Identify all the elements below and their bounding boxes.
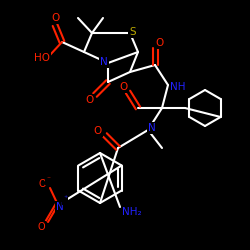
Text: O: O (51, 13, 59, 23)
Text: ⁻: ⁻ (46, 174, 50, 184)
Text: HO: HO (34, 53, 50, 63)
Text: NH: NH (170, 82, 186, 92)
Text: O: O (37, 222, 45, 232)
Text: ⁺: ⁺ (63, 194, 67, 203)
Text: N: N (100, 57, 108, 67)
Text: O: O (86, 95, 94, 105)
Text: NH₂: NH₂ (122, 207, 142, 217)
Text: S: S (130, 27, 136, 37)
Text: N: N (148, 123, 156, 133)
Text: O: O (94, 126, 102, 136)
Text: O: O (119, 82, 127, 92)
Text: O: O (38, 179, 46, 189)
Text: O: O (156, 38, 164, 48)
Text: N: N (56, 202, 64, 212)
